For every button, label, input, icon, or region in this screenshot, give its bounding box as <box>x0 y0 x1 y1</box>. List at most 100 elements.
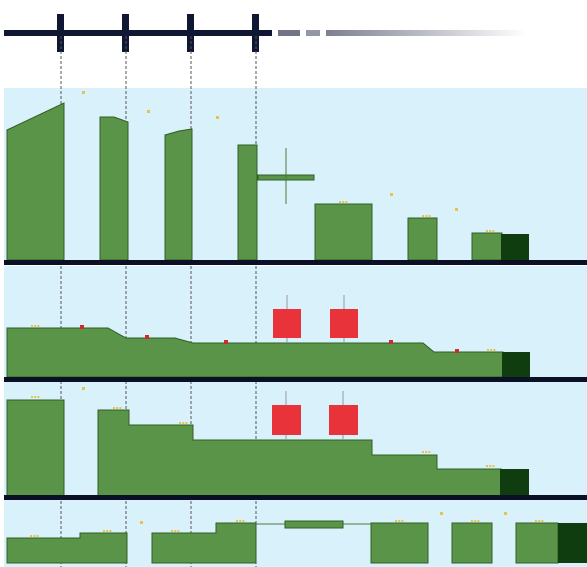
timeline-bar <box>4 30 272 36</box>
coin-52 <box>82 91 85 94</box>
timeline-marker-4[interactable] <box>252 14 259 52</box>
coin-41 <box>239 520 242 522</box>
coin-34 <box>103 530 105 532</box>
coin-3 <box>345 201 348 203</box>
coin-56 <box>455 208 458 211</box>
coin-59 <box>440 512 443 515</box>
block-3 <box>471 232 503 261</box>
timeline-marker-2[interactable] <box>122 14 129 52</box>
coin-9 <box>492 230 495 232</box>
terrain-lane-2 <box>6 295 530 378</box>
coin-33 <box>36 535 39 537</box>
coin-44 <box>398 520 401 522</box>
coin-49 <box>535 520 537 522</box>
terrain-lane-1 <box>6 102 529 261</box>
column-2 <box>99 116 129 261</box>
coin-47 <box>474 520 477 522</box>
coin-48 <box>477 520 480 522</box>
block-lane-4-d <box>451 522 493 564</box>
coin-15 <box>493 349 496 351</box>
coin-58 <box>140 521 143 524</box>
coin-37 <box>171 530 173 532</box>
column-1 <box>6 102 65 261</box>
timeline-marker-3[interactable] <box>187 14 194 52</box>
exit-block-lane-1 <box>501 234 529 260</box>
spike-1 <box>80 325 84 329</box>
coin-60 <box>504 512 507 515</box>
coin-53 <box>147 110 150 113</box>
coin-18 <box>37 396 40 398</box>
coin-51 <box>541 520 544 522</box>
lane-dividers <box>4 260 587 500</box>
coin-1 <box>339 201 341 203</box>
spike-4 <box>389 340 393 344</box>
spike-3 <box>224 340 228 344</box>
divider-3 <box>4 495 587 500</box>
coin-25 <box>422 451 424 453</box>
coin-6 <box>428 215 431 217</box>
coin-20 <box>116 407 119 409</box>
coin-55 <box>390 193 393 196</box>
bridge-platform <box>284 520 344 529</box>
coin-7 <box>486 230 488 232</box>
coin-36 <box>109 530 112 532</box>
timeline-dash-2 <box>306 30 320 36</box>
timeline-dash-1 <box>278 30 300 36</box>
coin-31 <box>30 535 32 537</box>
coin-13 <box>487 349 489 351</box>
hazard-2-lane-3 <box>329 405 358 435</box>
coin-24 <box>185 422 188 424</box>
column-4 <box>237 144 258 261</box>
blocks-lane-4-b <box>151 522 257 564</box>
coin-32 <box>33 535 36 537</box>
coin-14 <box>490 349 493 351</box>
hazard-2-lane-2 <box>330 309 358 338</box>
coin-46 <box>471 520 473 522</box>
coin-40 <box>236 520 238 522</box>
coin-17 <box>34 396 37 398</box>
coin-4 <box>422 215 424 217</box>
spike-2 <box>145 335 149 339</box>
coin-5 <box>425 215 428 217</box>
exit-block-lane-4 <box>558 523 587 563</box>
coin-50 <box>538 520 541 522</box>
coin-2 <box>342 201 345 203</box>
coin-16 <box>31 396 33 398</box>
coins <box>30 91 544 537</box>
coin-8 <box>489 230 492 232</box>
exit-block-lane-2 <box>502 352 530 377</box>
divider-2 <box>4 377 587 382</box>
coin-38 <box>174 530 177 532</box>
coin-28 <box>486 465 488 467</box>
block-1 <box>314 203 373 261</box>
block-2 <box>407 217 438 261</box>
coin-26 <box>425 451 428 453</box>
coin-42 <box>242 520 245 522</box>
coin-35 <box>106 530 109 532</box>
coin-29 <box>489 465 492 467</box>
timeline-marker-1[interactable] <box>57 14 64 52</box>
coin-27 <box>428 451 431 453</box>
coin-12 <box>37 325 40 327</box>
spike-5 <box>455 349 459 353</box>
hazard-1-lane-3 <box>272 405 301 435</box>
coin-43 <box>395 520 397 522</box>
coin-21 <box>119 407 122 409</box>
coin-10 <box>31 325 33 327</box>
coin-39 <box>177 530 180 532</box>
timeline <box>4 14 526 52</box>
coin-11 <box>34 325 37 327</box>
divider-1 <box>4 260 587 265</box>
coin-23 <box>182 422 185 424</box>
block-lane-4-e <box>515 522 559 564</box>
block-lane-4-c <box>370 522 429 564</box>
coin-45 <box>401 520 404 522</box>
hazard-1-lane-2 <box>273 309 301 338</box>
coin-30 <box>492 465 495 467</box>
exit-block-lane-3 <box>500 469 529 496</box>
coin-22 <box>179 422 181 424</box>
coin-54 <box>216 116 219 119</box>
column-3 <box>164 128 193 261</box>
